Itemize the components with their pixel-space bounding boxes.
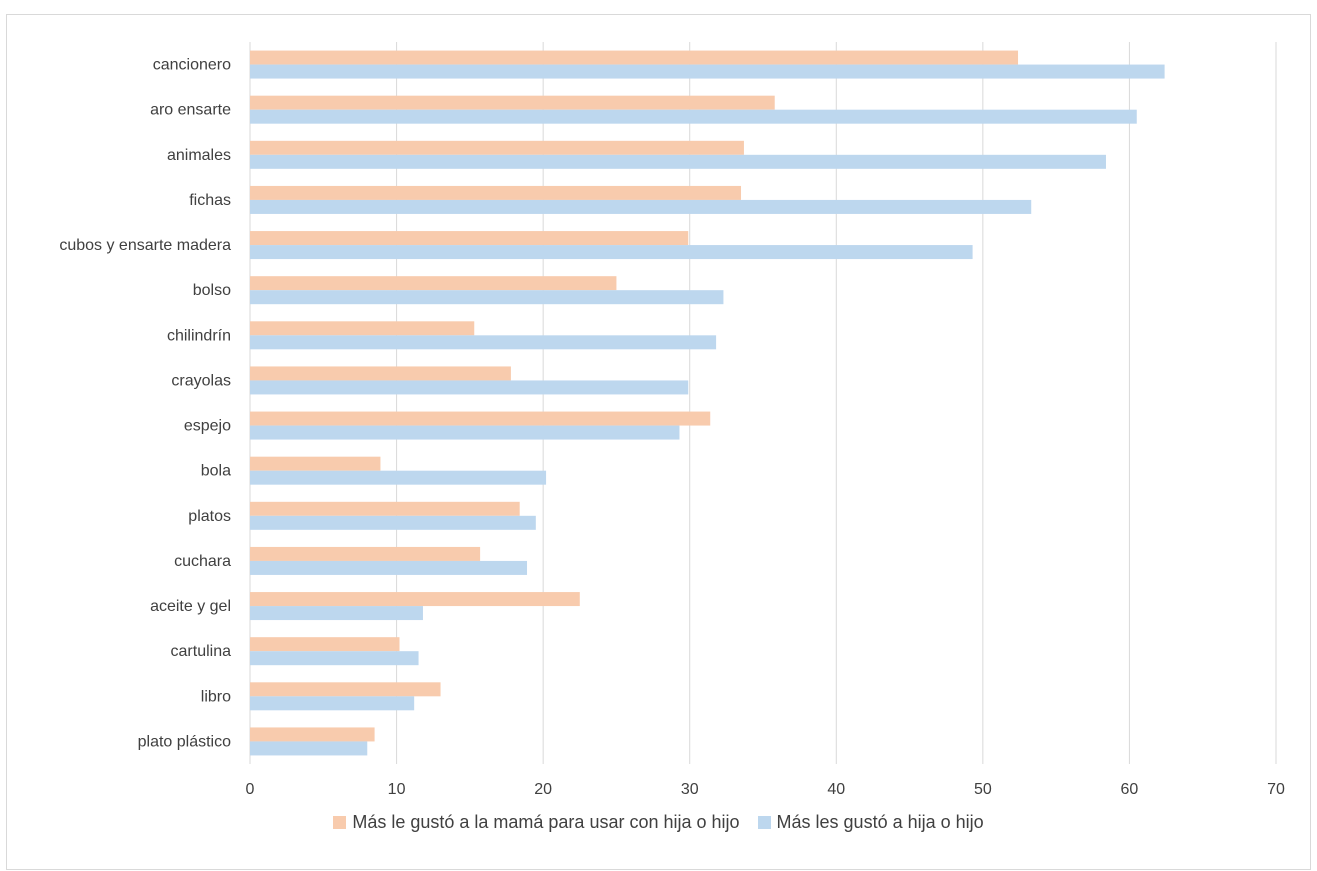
- category-label: chilindrín: [167, 327, 231, 344]
- bar-hijo: [250, 606, 423, 621]
- legend-item-mama: Más le gustó a la mamá para usar con hij…: [333, 812, 740, 833]
- category-label: platos: [188, 508, 231, 525]
- category-label: cartulina: [171, 643, 232, 660]
- category-label: aceite y gel: [150, 598, 231, 615]
- x-axis-ticks: 0 10 20 30 40 50 60 70: [246, 781, 1285, 798]
- bar-hijo: [250, 199, 1032, 214]
- bar-hijo: [250, 109, 1137, 124]
- category-label: bola: [201, 463, 231, 480]
- bar-mama: [250, 366, 511, 381]
- bar-hijo: [250, 154, 1106, 169]
- category-label: fichas: [189, 192, 231, 209]
- x-tick-label: 40: [827, 781, 845, 798]
- category-label: plato plástico: [138, 733, 231, 750]
- bar-mama: [250, 501, 520, 516]
- bar-hijo: [250, 741, 368, 756]
- x-tick-label: 60: [1121, 781, 1139, 798]
- bar-chart: cancionero aro ensarte animales fichas cubos…: [59, 42, 1285, 798]
- bar-hijo: [250, 651, 419, 666]
- bar-hijo: [250, 470, 547, 485]
- category-label: cancionero: [153, 57, 231, 74]
- legend-swatch-hijo: [757, 816, 771, 829]
- bar-mama: [250, 95, 775, 110]
- x-tick-label: 30: [681, 781, 699, 798]
- x-tick-label: 70: [1267, 781, 1285, 798]
- bar-mama: [250, 231, 689, 246]
- bar-mama: [250, 140, 744, 155]
- bar-mama: [250, 411, 711, 426]
- bar-mama: [250, 592, 580, 607]
- category-label: espejo: [184, 418, 231, 435]
- category-label: bolso: [193, 282, 231, 299]
- category-label: aro ensarte: [150, 102, 231, 119]
- bar-hijo: [250, 64, 1165, 79]
- category-label: cubos y ensarte madera: [59, 237, 231, 254]
- bar-hijo: [250, 515, 536, 530]
- bars: [250, 50, 1165, 756]
- bar-hijo: [250, 245, 973, 260]
- x-tick-label: 50: [974, 781, 992, 798]
- bar-hijo: [250, 335, 717, 350]
- x-tick-label: 0: [246, 781, 255, 798]
- x-tick-label: 20: [534, 781, 552, 798]
- bar-mama: [250, 456, 381, 471]
- category-label: libro: [201, 688, 231, 705]
- x-tick-label: 10: [388, 781, 406, 798]
- bar-mama: [250, 50, 1019, 65]
- legend: Más le gustó a la mamá para usar con hij…: [0, 812, 1317, 833]
- bar-mama: [250, 727, 375, 742]
- category-label: animales: [167, 147, 231, 164]
- bar-hijo: [250, 696, 415, 711]
- category-labels: cancionero aro ensarte animales fichas cubos…: [59, 57, 231, 751]
- bar-mama: [250, 546, 481, 561]
- bar-mama: [250, 321, 475, 336]
- bar-hijo: [250, 380, 689, 395]
- bar-mama: [250, 276, 617, 291]
- bar-mama: [250, 682, 441, 697]
- legend-label-hijo: Más les gustó a hija o hijo: [776, 812, 984, 832]
- bar-mama: [250, 185, 742, 200]
- bar-hijo: [250, 560, 528, 575]
- bar-hijo: [250, 290, 724, 305]
- category-label: cuchara: [174, 553, 231, 570]
- bar-mama: [250, 637, 400, 652]
- legend-item-hijo: Más les gustó a hija o hijo: [757, 812, 984, 833]
- legend-label-mama: Más le gustó a la mamá para usar con hij…: [352, 812, 740, 832]
- bar-hijo: [250, 425, 680, 440]
- category-label: crayolas: [171, 372, 231, 389]
- legend-swatch-mama: [333, 816, 347, 829]
